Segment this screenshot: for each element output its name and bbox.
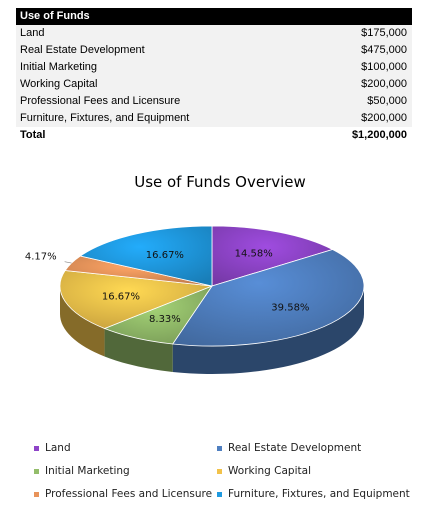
row-amount: $475,000 xyxy=(361,44,407,56)
table-row: Real Estate Development $475,000 xyxy=(16,42,412,59)
row-label: Real Estate Development xyxy=(20,44,145,56)
legend-item: Initial Marketing xyxy=(34,465,130,477)
pie-slice xyxy=(172,249,365,347)
legend-label: Professional Fees and Licensure xyxy=(45,488,213,500)
use-of-funds-table: Use of Funds Land $175,000 Real Estate Dev… xyxy=(16,8,412,144)
legend-label: Furniture, Fixtures, and Equipment xyxy=(228,488,410,500)
data-label: 8.33% xyxy=(149,314,181,325)
pie-slice xyxy=(211,225,334,287)
table-row: Working Capital $200,000 xyxy=(16,76,412,93)
row-label: Furniture, Fixtures, and Equipment xyxy=(20,112,190,124)
legend-swatch xyxy=(217,468,222,474)
legend-item: Furniture, Fixtures, and Equipment xyxy=(217,488,410,500)
data-label: 4.17% xyxy=(25,252,57,263)
legend-item: Working Capital xyxy=(217,465,311,477)
chart-title: Use of Funds Overview xyxy=(134,173,306,191)
legend-swatch xyxy=(34,491,39,497)
pie-slice-side xyxy=(172,286,364,374)
table-row: Initial Marketing $100,000 xyxy=(16,59,412,76)
row-amount: $50,000 xyxy=(367,95,407,107)
legend-item: Professional Fees and Licensure xyxy=(34,488,212,500)
table-total-row: Total $1,200,000 xyxy=(16,127,412,144)
table-body: Land $175,000 Real Estate Development $475,… xyxy=(16,25,412,127)
data-label: 39.58% xyxy=(271,303,309,314)
legend-swatch xyxy=(217,491,222,497)
pie-slice xyxy=(59,270,213,329)
table-row: Land $175,000 xyxy=(16,25,412,42)
row-label: Land xyxy=(20,27,45,39)
row-label: Working Capital xyxy=(20,78,98,90)
legend-label: Land xyxy=(45,442,71,454)
row-amount: $200,000 xyxy=(361,78,407,90)
data-label: 16.67% xyxy=(146,250,184,261)
data-label-leader xyxy=(64,261,72,264)
pie-slice xyxy=(79,225,213,287)
legend-swatch xyxy=(34,468,39,474)
table-row: Furniture, Fixtures, and Equipment $200,0… xyxy=(16,110,412,127)
row-label: Initial Marketing xyxy=(20,61,98,73)
table-header: Use of Funds xyxy=(16,8,412,25)
row-amount: $100,000 xyxy=(361,61,407,73)
data-label: 16.67% xyxy=(102,292,140,303)
table-row: Professional Fees and Licensure $50,000 xyxy=(16,93,412,110)
legend-item: Land xyxy=(34,442,71,454)
legend-label: Real Estate Development xyxy=(228,442,362,454)
total-label: Total xyxy=(20,129,46,141)
pie-slice-side xyxy=(60,286,105,357)
legend-swatch xyxy=(34,445,39,451)
legend-item: Real Estate Development xyxy=(217,442,361,454)
pie-slice-side xyxy=(104,328,173,372)
total-amount: $1,200,000 xyxy=(351,129,407,141)
data-label: 14.58% xyxy=(235,249,273,260)
row-label: Professional Fees and Licensure xyxy=(20,95,181,107)
row-amount: $175,000 xyxy=(361,27,407,39)
legend-swatch xyxy=(217,445,222,451)
row-amount: $200,000 xyxy=(361,112,407,124)
legend-label: Initial Marketing xyxy=(45,465,130,477)
legend-label: Working Capital xyxy=(228,465,311,477)
